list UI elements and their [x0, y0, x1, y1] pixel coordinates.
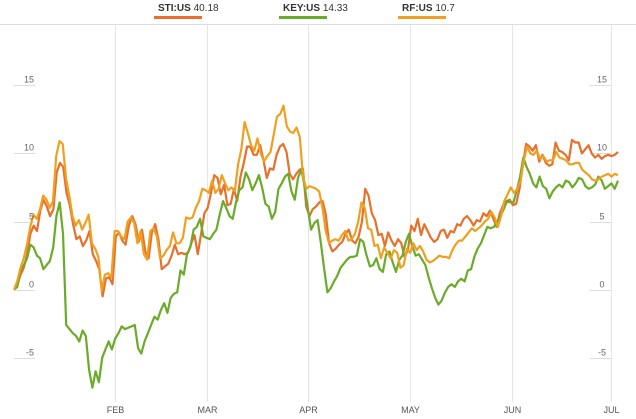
- series-line-rf[interactable]: [12, 104, 619, 293]
- legend-series-name: KEY:US: [283, 3, 321, 14]
- y-tick-label-left: -5: [26, 348, 34, 358]
- y-tick-label-left: 10: [24, 143, 34, 153]
- y-tick-label-left: 15: [24, 75, 34, 85]
- legend-swatch-rf: [398, 16, 446, 19]
- legend-series-name: STI:US: [158, 3, 191, 14]
- series-line-sti[interactable]: [13, 138, 619, 298]
- x-tick-label: JUL: [603, 405, 619, 415]
- x-tick-label: FEB: [107, 405, 125, 415]
- legend-item-key[interactable]: KEY:US 14.33: [283, 3, 348, 14]
- legend: STI:US 40.18 KEY:US 14.33 RF:US 10.7: [0, 3, 636, 19]
- legend-swatch-key: [279, 16, 327, 19]
- y-tick-label-right: 10: [597, 143, 607, 153]
- y-tick-label-right: 0: [599, 280, 604, 290]
- legend-item-sti[interactable]: STI:US 40.18: [158, 3, 219, 14]
- y-tick-label-right: 5: [599, 212, 604, 222]
- x-tick-label: MAR: [198, 405, 219, 415]
- y-tick-label-right: 15: [597, 75, 607, 85]
- legend-series-value: 40.18: [193, 3, 219, 14]
- y-tick-label-right: -5: [598, 348, 606, 358]
- legend-series-value: 14.33: [322, 3, 348, 14]
- x-tick-label: JUN: [504, 405, 522, 415]
- legend-series-name: RF:US: [402, 3, 433, 14]
- legend-item-rf[interactable]: RF:US 10.7: [402, 3, 455, 14]
- legend-swatch-sti: [154, 16, 202, 19]
- y-tick-label-left: 5: [29, 212, 34, 222]
- y-tick-label-left: 0: [29, 280, 34, 290]
- x-tick-label: MAY: [401, 405, 420, 415]
- legend-series-value: 10.7: [435, 3, 455, 14]
- x-tick-label: APR: [299, 405, 318, 415]
